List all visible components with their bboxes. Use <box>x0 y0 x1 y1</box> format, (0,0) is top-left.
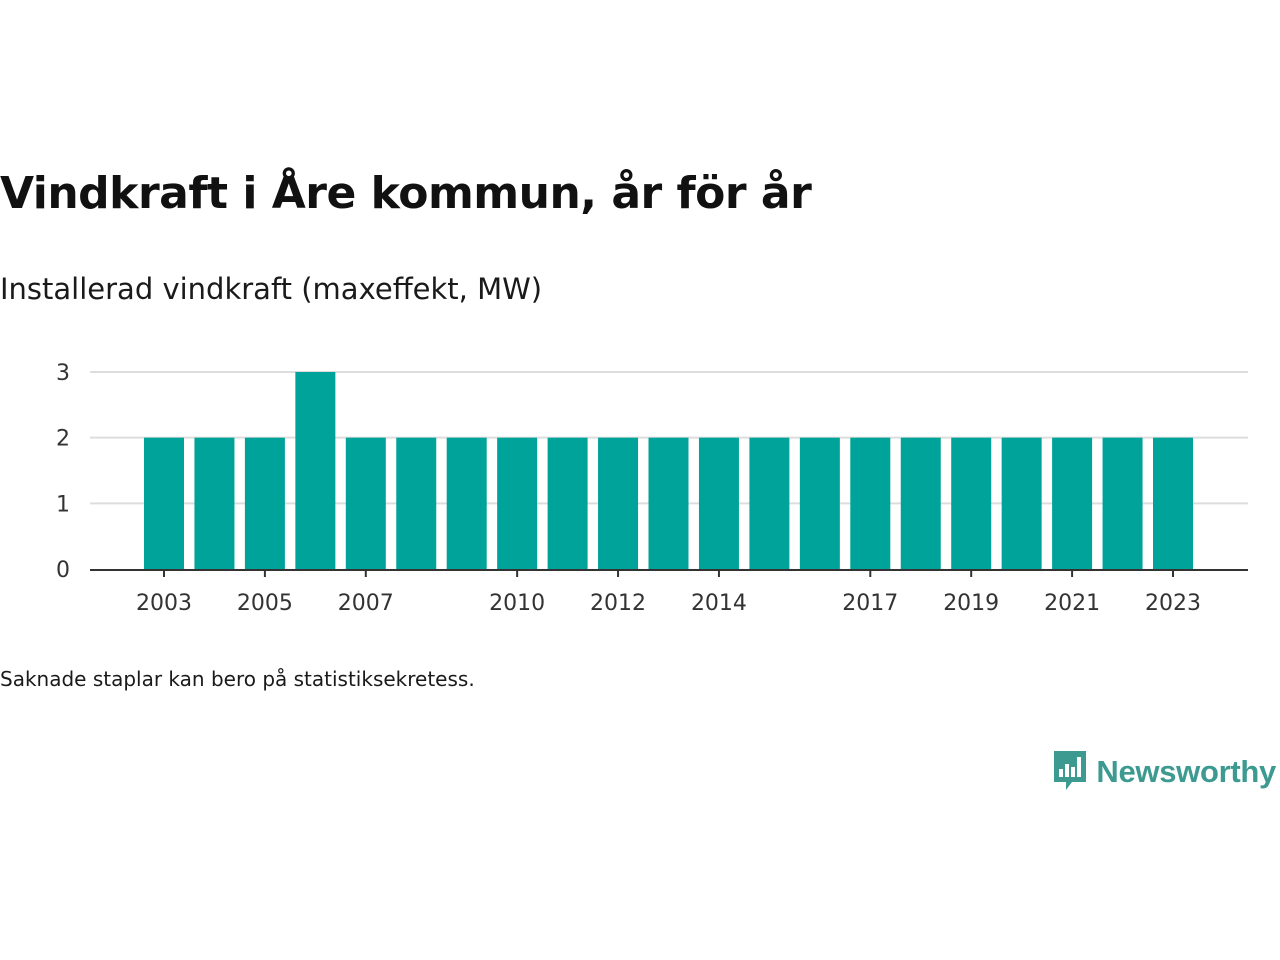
x-tick-label: 2021 <box>1044 591 1100 616</box>
bars <box>144 372 1193 569</box>
bar-2023 <box>1153 437 1193 569</box>
bar-2013 <box>648 437 689 569</box>
y-tick-label: 3 <box>56 361 70 386</box>
bar-2020 <box>1001 437 1042 569</box>
y-tick-label: 0 <box>56 558 70 583</box>
chart-title: Vindkraft i Åre kommun, år för år <box>0 168 812 219</box>
bar-2016 <box>799 437 840 569</box>
bar-2014 <box>698 437 739 569</box>
bar-2006 <box>295 372 336 569</box>
axes <box>90 569 1248 577</box>
x-tick-labels: 2003 2005 2007 2010 2012 2014 2017 2019 2021 2023 <box>136 591 1201 616</box>
bar-2011 <box>547 437 588 569</box>
x-tick-label: 2005 <box>237 591 293 616</box>
bar-chart-speech-bubble-icon <box>1052 748 1088 796</box>
x-tick-label: 2017 <box>842 591 898 616</box>
brand-logo: Newsworthy <box>1052 748 1276 796</box>
bar-2007 <box>345 437 386 569</box>
x-tick-label: 2014 <box>691 591 747 616</box>
x-tick-label: 2019 <box>943 591 999 616</box>
bar-2008 <box>396 437 437 569</box>
x-tick-label: 2003 <box>136 591 192 616</box>
bar-2021 <box>1052 437 1093 569</box>
x-tick-label: 2023 <box>1145 591 1201 616</box>
y-tick-label: 2 <box>56 427 70 452</box>
bar-2003 <box>144 437 184 569</box>
bar-2022 <box>1102 437 1143 569</box>
bar-2015 <box>749 437 790 569</box>
x-tick-label: 2007 <box>338 591 394 616</box>
x-tick-label: 2010 <box>489 591 545 616</box>
bar-2004 <box>194 437 235 569</box>
bar-chart: 0 1 2 3 2003 2005 2007 2010 2012 2014 2017 2019 202… <box>56 361 1248 616</box>
y-tick-label: 1 <box>56 492 70 517</box>
x-tick-label: 2012 <box>590 591 646 616</box>
footnote: Saknade staplar kan bero på statistiksek… <box>0 667 475 691</box>
bar-2017 <box>850 437 891 569</box>
y-tick-labels: 0 1 2 3 <box>56 361 70 583</box>
bar-2009 <box>446 437 487 569</box>
brand-name: Newsworthy <box>1096 754 1276 789</box>
bar-2005 <box>244 437 285 569</box>
bar-2012 <box>598 437 639 569</box>
bar-2019 <box>951 437 992 569</box>
chart-subtitle: Installerad vindkraft (maxeffekt, MW) <box>0 272 543 306</box>
bar-2018 <box>900 437 941 569</box>
bar-2010 <box>497 437 538 569</box>
